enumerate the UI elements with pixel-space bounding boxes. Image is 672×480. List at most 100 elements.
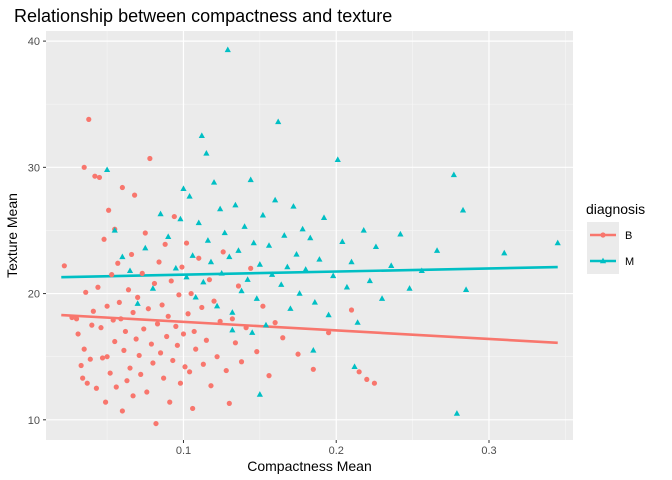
point-M bbox=[134, 300, 141, 306]
point-B bbox=[199, 304, 205, 311]
x-tick-label: 0.3 bbox=[481, 445, 496, 457]
point-B bbox=[229, 316, 235, 322]
point-M bbox=[104, 166, 111, 173]
point-B bbox=[144, 389, 150, 395]
x-axis-title: Compactness Mean bbox=[247, 458, 372, 474]
point-B bbox=[138, 371, 144, 377]
point-M bbox=[339, 238, 346, 245]
point-B bbox=[139, 270, 145, 276]
point-M bbox=[348, 258, 355, 265]
point-B bbox=[217, 318, 223, 324]
chart-title: Relationship between compactness and tex… bbox=[14, 6, 392, 26]
point-M bbox=[310, 346, 317, 353]
point-M bbox=[268, 271, 276, 277]
point-M bbox=[241, 223, 248, 229]
point-B bbox=[272, 320, 278, 326]
point-B bbox=[128, 251, 135, 258]
point-M bbox=[330, 272, 337, 279]
point-B bbox=[131, 192, 138, 198]
point-B bbox=[109, 272, 115, 278]
point-M bbox=[296, 290, 303, 296]
point-B bbox=[203, 337, 209, 343]
point-B bbox=[141, 326, 147, 332]
point-B bbox=[310, 366, 316, 372]
point-B bbox=[73, 316, 80, 322]
point-B bbox=[81, 164, 87, 170]
point-B bbox=[173, 323, 179, 329]
point-M bbox=[180, 185, 187, 191]
point-B bbox=[78, 362, 84, 369]
point-M bbox=[229, 309, 236, 315]
legend-marker-M bbox=[599, 257, 607, 264]
point-B bbox=[104, 303, 110, 309]
point-B bbox=[162, 241, 168, 247]
point-M bbox=[287, 305, 294, 311]
point-M bbox=[311, 299, 318, 305]
point-M bbox=[249, 329, 256, 335]
point-B bbox=[90, 308, 96, 314]
x-tick-label: 0.1 bbox=[176, 445, 191, 457]
point-B bbox=[122, 328, 129, 335]
point-M bbox=[111, 227, 118, 233]
point-B bbox=[280, 335, 286, 341]
point-B bbox=[248, 265, 254, 271]
point-B bbox=[102, 399, 109, 405]
point-M bbox=[186, 192, 193, 199]
y-tick-label: 30 bbox=[28, 162, 40, 174]
point-B bbox=[159, 302, 165, 308]
point-B bbox=[238, 359, 245, 365]
point-M bbox=[200, 278, 207, 285]
point-M bbox=[366, 277, 373, 284]
point-B bbox=[176, 292, 182, 298]
point-M bbox=[281, 232, 288, 238]
point-M bbox=[207, 258, 215, 265]
point-B bbox=[165, 313, 171, 319]
point-B bbox=[188, 290, 194, 297]
point-B bbox=[106, 207, 112, 213]
point-M bbox=[554, 239, 561, 246]
point-B bbox=[232, 340, 239, 346]
point-B bbox=[61, 263, 67, 269]
point-B bbox=[182, 364, 188, 370]
point-M bbox=[256, 261, 263, 267]
point-B bbox=[112, 338, 118, 345]
point-M bbox=[272, 196, 279, 203]
point-M bbox=[126, 267, 134, 274]
point-B bbox=[180, 331, 187, 337]
point-B bbox=[75, 331, 81, 337]
point-M bbox=[265, 242, 273, 248]
point-B bbox=[191, 328, 197, 335]
point-B bbox=[133, 336, 139, 342]
point-B bbox=[183, 240, 190, 246]
point-B bbox=[99, 355, 106, 361]
point-B bbox=[193, 346, 199, 352]
point-M bbox=[275, 118, 282, 125]
point-B bbox=[254, 349, 260, 355]
point-B bbox=[148, 341, 154, 347]
point-M bbox=[229, 326, 236, 333]
point-B bbox=[325, 330, 332, 336]
legend-marker-B bbox=[600, 232, 606, 238]
plot-panel bbox=[46, 31, 573, 440]
point-B bbox=[235, 283, 242, 289]
point-M bbox=[406, 285, 413, 291]
point-B bbox=[154, 321, 161, 327]
point-B bbox=[211, 298, 217, 304]
trend-line-B bbox=[61, 313, 558, 345]
point-M bbox=[307, 234, 314, 241]
point-M bbox=[325, 311, 332, 318]
point-M bbox=[334, 156, 341, 162]
point-B bbox=[81, 346, 87, 352]
point-B bbox=[208, 383, 214, 389]
point-B bbox=[356, 369, 362, 375]
point-B bbox=[186, 369, 193, 375]
x-tick-label: 0.2 bbox=[329, 445, 344, 457]
point-M bbox=[278, 281, 285, 287]
point-M bbox=[293, 251, 300, 257]
point-B bbox=[135, 294, 141, 300]
point-M bbox=[262, 321, 270, 328]
point-M bbox=[204, 237, 212, 243]
point-B bbox=[107, 370, 113, 376]
point-B bbox=[150, 360, 156, 366]
